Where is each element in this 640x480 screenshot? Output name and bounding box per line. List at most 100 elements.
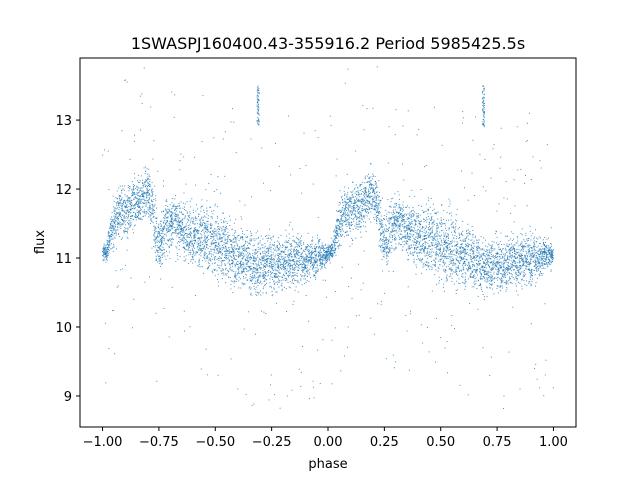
data-point <box>174 227 176 229</box>
data-point <box>209 224 211 226</box>
data-point <box>130 218 132 220</box>
outlier-point <box>278 272 280 274</box>
data-point <box>293 282 295 284</box>
data-point <box>134 203 136 205</box>
data-point <box>113 229 115 231</box>
data-point <box>235 275 237 277</box>
data-point <box>330 249 332 251</box>
data-point <box>366 195 368 197</box>
data-point <box>146 203 148 205</box>
data-point <box>283 266 285 268</box>
data-point <box>310 244 312 246</box>
data-point <box>206 220 208 222</box>
data-point <box>110 234 112 236</box>
data-point <box>144 192 146 194</box>
data-point <box>304 248 306 250</box>
data-point <box>337 241 339 243</box>
data-point <box>330 254 332 256</box>
data-point <box>230 259 232 261</box>
data-point <box>224 229 226 231</box>
data-point <box>120 238 122 240</box>
data-point <box>294 263 296 265</box>
data-point <box>303 267 305 269</box>
data-point <box>227 241 229 243</box>
data-point <box>151 189 153 191</box>
data-point <box>399 223 401 225</box>
data-point <box>137 213 139 215</box>
data-point <box>135 196 136 198</box>
data-point <box>291 266 293 268</box>
data-point <box>301 275 303 277</box>
data-point <box>249 278 251 280</box>
data-point <box>346 202 348 204</box>
data-point <box>253 257 255 259</box>
data-point <box>122 200 124 202</box>
data-point <box>311 256 313 258</box>
data-point <box>201 216 203 218</box>
data-point <box>194 235 196 237</box>
data-point <box>256 276 258 278</box>
data-point <box>350 202 352 204</box>
data-point <box>103 252 105 254</box>
data-point <box>223 272 225 274</box>
data-point <box>118 202 120 204</box>
data-point <box>325 251 327 253</box>
data-point <box>124 229 126 231</box>
data-point <box>111 212 113 214</box>
outlier-point <box>313 386 315 388</box>
data-point <box>393 233 395 235</box>
data-point <box>228 255 230 257</box>
data-point <box>407 246 409 248</box>
data-point <box>382 225 384 227</box>
outlier-point <box>253 403 255 405</box>
data-point <box>113 218 115 220</box>
data-point <box>116 190 118 192</box>
data-point <box>238 255 240 257</box>
outlier-point <box>358 314 360 316</box>
outlier-point <box>364 226 366 228</box>
data-point <box>176 228 178 230</box>
data-point <box>114 237 116 239</box>
data-point <box>280 253 282 255</box>
data-point <box>391 241 393 243</box>
data-point <box>145 180 147 182</box>
outlier-point <box>258 124 260 126</box>
data-point <box>284 250 286 252</box>
outlier-point <box>370 317 372 319</box>
data-point <box>378 218 380 220</box>
data-point <box>136 216 138 218</box>
data-point <box>331 247 333 249</box>
data-point <box>278 243 280 245</box>
outlier-point <box>153 140 155 142</box>
data-point <box>261 244 263 246</box>
data-point <box>203 258 205 260</box>
data-point <box>218 251 220 253</box>
data-point <box>198 238 200 240</box>
data-point <box>349 197 351 199</box>
data-point <box>112 251 114 253</box>
data-point <box>309 272 311 274</box>
data-point <box>130 212 132 214</box>
data-point <box>167 205 169 207</box>
data-point <box>399 227 401 229</box>
data-point <box>357 195 359 197</box>
data-point <box>264 242 266 244</box>
data-point <box>400 233 402 235</box>
data-point <box>388 218 390 220</box>
data-point <box>330 237 332 239</box>
data-point <box>288 274 290 276</box>
data-point <box>233 235 235 237</box>
data-point <box>385 253 387 255</box>
data-point <box>378 229 380 231</box>
data-point <box>340 209 342 211</box>
data-point <box>376 218 378 220</box>
data-point <box>224 234 226 236</box>
data-point <box>182 229 184 231</box>
data-point <box>209 231 211 233</box>
data-point <box>346 193 348 195</box>
outlier-point <box>144 182 146 184</box>
outlier-point <box>305 165 307 167</box>
data-point <box>399 204 401 206</box>
outlier-point <box>278 165 280 167</box>
data-point <box>299 264 301 266</box>
